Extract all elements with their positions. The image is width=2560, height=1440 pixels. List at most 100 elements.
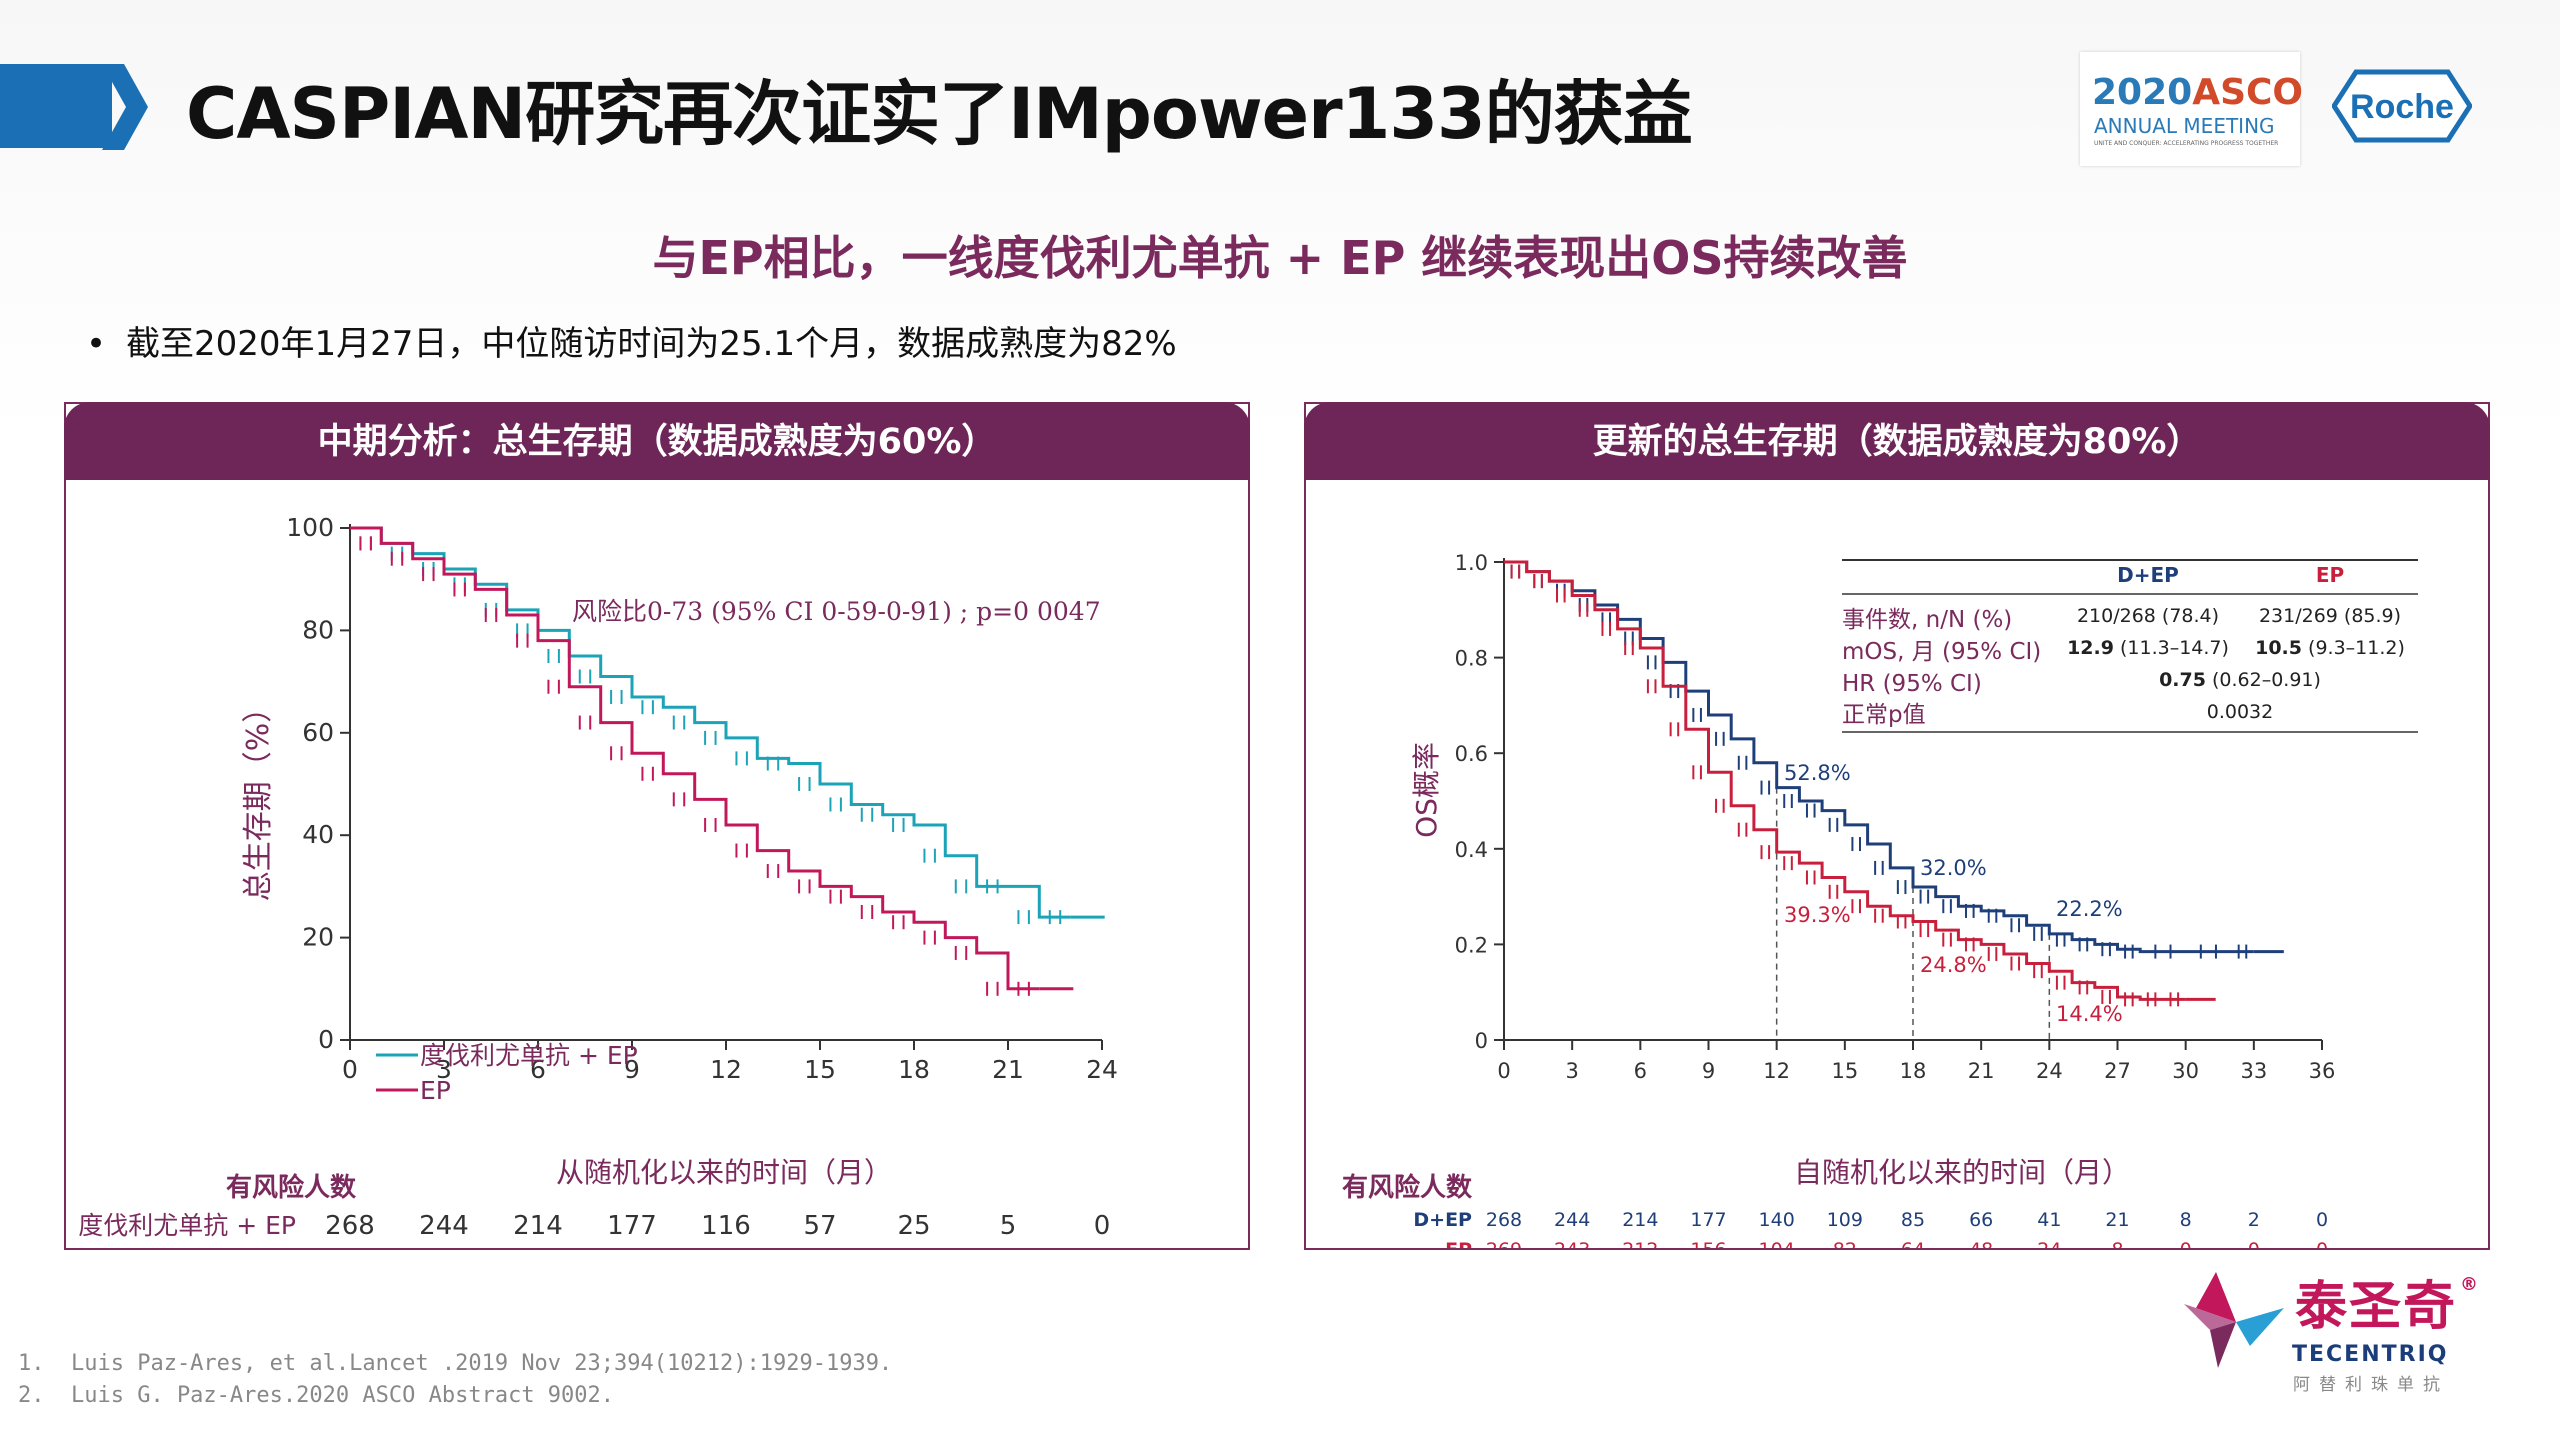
right-xtick-label: 33 bbox=[2240, 1059, 2267, 1083]
left-xtick-label: 9 bbox=[624, 1055, 640, 1084]
left-xtick-label: 21 bbox=[992, 1055, 1024, 1084]
left-risk-value: 25 bbox=[897, 1211, 930, 1241]
title-chevron-icon bbox=[102, 64, 148, 150]
right-risk-value: 214 bbox=[1622, 1209, 1658, 1231]
right-risk-value: 85 bbox=[1901, 1209, 1925, 1231]
svg-text:10.5 (9.3–11.2): 10.5 (9.3–11.2) bbox=[2255, 637, 2405, 659]
table-row2-ep-ci: (9.3–11.2) bbox=[2302, 637, 2405, 659]
left-risk-value: 57 bbox=[803, 1211, 836, 1241]
left-risk-value: 82 bbox=[709, 1245, 742, 1248]
right-risk-value: 64 bbox=[1901, 1239, 1925, 1248]
right-xtick-label: 9 bbox=[1702, 1059, 1715, 1083]
left-xtick-label: 0 bbox=[342, 1055, 358, 1084]
left-chart-panel: 中期分析：总生存期（数据成熟度为60%） 0 3 6 9 12 15 18 21 24 0 20 40… bbox=[64, 402, 1250, 1250]
right-risk-value: 156 bbox=[1690, 1239, 1726, 1248]
slide-title: CASPIAN研究再次证实了IMpower133的获益 bbox=[186, 73, 1693, 155]
right-xtick-label: 15 bbox=[1831, 1059, 1858, 1083]
right-stats-table: D+EP EP 事件数, n/N (%) 210/268 (78.4) 231/… bbox=[1842, 559, 2418, 733]
right-risk-value: 109 bbox=[1827, 1209, 1863, 1231]
left-series-ep bbox=[350, 526, 1040, 991]
right-panel-header: 更新的总生存期（数据成熟度为80%） bbox=[1304, 402, 2490, 480]
left-panel-header: 中期分析：总生存期（数据成熟度为60%） bbox=[64, 402, 1250, 480]
right-risk-value: 24 bbox=[2037, 1239, 2061, 1248]
right-chart-panel: 更新的总生存期（数据成熟度为80%） 0 3 6 9 12 15 18 21 24 27 30 33 3… bbox=[1304, 402, 2490, 1250]
right-xtick-label: 18 bbox=[1900, 1059, 1927, 1083]
annot-ep-24: 14.4% bbox=[2056, 1002, 2123, 1026]
right-risk-value: 0 bbox=[2316, 1239, 2328, 1248]
annot-dep-18: 32.0% bbox=[1920, 856, 1987, 880]
roche-logo: Roche bbox=[2332, 69, 2472, 143]
left-xtick-label: 15 bbox=[804, 1055, 836, 1084]
left-risk-value: 214 bbox=[513, 1211, 563, 1241]
left-risk-value: 269 bbox=[325, 1245, 375, 1248]
table-col-ep: EP bbox=[2316, 563, 2344, 587]
right-xtick-label: 6 bbox=[1634, 1059, 1647, 1083]
tecentriq-logo: 泰圣奇 ® TECENTRIQ 阿替利珠单抗 bbox=[2180, 1262, 2480, 1395]
reference-1: 1. Luis Paz-Ares, et al.Lancet .2019 Nov… bbox=[18, 1351, 893, 1376]
left-xtick-label: 18 bbox=[898, 1055, 930, 1084]
svg-text:0.75 (0.62–0.91): 0.75 (0.62–0.91) bbox=[2159, 669, 2321, 691]
right-risk-value: 8 bbox=[2180, 1209, 2192, 1231]
left-xtick-label: 6 bbox=[530, 1055, 546, 1084]
table-row1-label: 事件数, n/N (%) bbox=[1842, 607, 2012, 633]
right-ytick-label: 0.8 bbox=[1455, 647, 1488, 671]
left-risk-value: 242 bbox=[419, 1245, 469, 1248]
left-risk-value: 177 bbox=[607, 1211, 657, 1241]
left-ytick-label: 20 bbox=[302, 923, 334, 952]
left-risk-value: 44 bbox=[803, 1245, 836, 1248]
references: 1. Luis Paz-Ares, et al.Lancet .2019 Nov… bbox=[18, 1348, 892, 1412]
table-col-dep: D+EP bbox=[2117, 563, 2179, 587]
right-risk-value: 0 bbox=[2248, 1239, 2260, 1248]
roche-logo-text: Roche bbox=[2350, 88, 2454, 126]
right-xtick-label: 36 bbox=[2309, 1059, 2336, 1083]
table-row1-ep: 231/269 (85.9) bbox=[2259, 605, 2401, 627]
tecentriq-registered: ® bbox=[2460, 1274, 2478, 1295]
reference-2: 2. Luis G. Paz-Ares.2020 ASCO Abstract 9… bbox=[18, 1383, 615, 1408]
annot-dep-24: 22.2% bbox=[2056, 897, 2123, 921]
table-row2-label: mOS, 月 (95% CI) bbox=[1842, 639, 2041, 665]
annot-dep-12: 52.8% bbox=[1784, 761, 1851, 785]
left-series-dep bbox=[350, 526, 1071, 919]
table-row4-p: 0.0032 bbox=[2207, 701, 2273, 723]
right-risk-value: 104 bbox=[1759, 1239, 1795, 1248]
left-ytick-label: 40 bbox=[302, 820, 334, 849]
right-risk-value: 82 bbox=[1833, 1239, 1857, 1248]
right-risk-label: D+EP bbox=[1413, 1209, 1472, 1231]
left-ytick-label: 100 bbox=[286, 513, 334, 542]
right-series-ep bbox=[1504, 560, 2186, 1001]
right-risk-label: EP bbox=[1445, 1239, 1472, 1248]
right-ytick-label: 0.6 bbox=[1455, 742, 1488, 766]
bullet-item: • 截至2020年1月27日，中位随访时间为25.1个月，数据成熟度为82% bbox=[86, 324, 1177, 364]
right-annotations: 52.8% 32.0% 22.2% 39.3% 24.8% 14.4% bbox=[1784, 761, 2123, 1026]
left-ytick-label: 80 bbox=[302, 615, 334, 644]
annot-ep-12: 39.3% bbox=[1784, 903, 1851, 927]
right-risk-value: 177 bbox=[1690, 1209, 1726, 1231]
bullet-text: 截至2020年1月27日，中位随访时间为25.1个月，数据成熟度为82% bbox=[126, 324, 1177, 364]
right-risk-value: 48 bbox=[1969, 1239, 1993, 1248]
right-xtick-label: 21 bbox=[1968, 1059, 1995, 1083]
table-row1-dep: 210/268 (78.4) bbox=[2077, 605, 2219, 627]
left-legend-ep: EP bbox=[420, 1076, 451, 1105]
right-risk-value: 21 bbox=[2105, 1209, 2129, 1231]
right-ytick-label: 0.2 bbox=[1455, 933, 1488, 957]
right-ytick-label: 1.0 bbox=[1455, 551, 1488, 575]
table-row2-dep-ci: (11.3–14.7) bbox=[2114, 637, 2229, 659]
left-risk-value: 268 bbox=[325, 1211, 375, 1241]
right-risk-value: 66 bbox=[1969, 1209, 1993, 1231]
left-risk-value: 116 bbox=[701, 1211, 751, 1241]
right-ytick-label: 0 bbox=[1475, 1029, 1488, 1053]
tecentriq-en-name: TECENTRIQ bbox=[2292, 1342, 2449, 1367]
left-risk-value: 17 bbox=[897, 1245, 930, 1248]
left-risk-label: EP bbox=[265, 1245, 296, 1248]
left-hr-text: 风险比0-73 (95% CI 0-59-0-91) ; p=0 0047 bbox=[572, 597, 1101, 626]
right-xtick-label: 27 bbox=[2104, 1059, 2131, 1083]
left-risk-value: 0 bbox=[1094, 1211, 1111, 1241]
tecentriq-star-icon bbox=[2184, 1272, 2284, 1368]
right-risk-value: 268 bbox=[1486, 1209, 1522, 1231]
table-row4-label: 正常p值 bbox=[1842, 702, 1926, 728]
right-xtick-label: 24 bbox=[2036, 1059, 2063, 1083]
right-risk-value: 0 bbox=[2316, 1209, 2328, 1231]
svg-text:12.9 (11.3–14.7): 12.9 (11.3–14.7) bbox=[2067, 637, 2229, 659]
right-xtick-label: 30 bbox=[2172, 1059, 2199, 1083]
